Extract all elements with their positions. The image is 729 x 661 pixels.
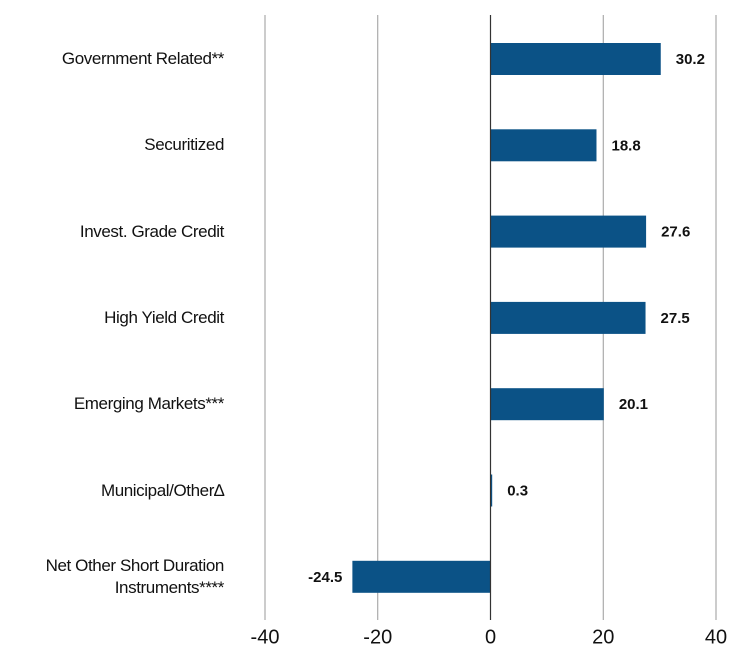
bar xyxy=(490,43,661,75)
value-label: 27.6 xyxy=(661,224,690,241)
category-label: High Yield Credit xyxy=(104,307,224,327)
bar xyxy=(490,474,493,507)
category-label: Invest. Grade Credit xyxy=(79,221,225,241)
value-label: -24.5 xyxy=(308,569,342,586)
category-label: Government Related** xyxy=(61,49,224,68)
value-label: 27.5 xyxy=(661,310,690,327)
bar xyxy=(352,560,491,593)
bar xyxy=(490,301,646,334)
bar xyxy=(490,388,604,421)
x-tick-label: 20 xyxy=(592,626,614,648)
category-label: Net Other Short Duration Instruments**** xyxy=(45,555,225,597)
x-tick-label: -40 xyxy=(251,626,280,648)
value-label: 18.8 xyxy=(611,137,640,154)
category-label: Municipal/Other∆ xyxy=(100,480,224,500)
x-tick-label: 40 xyxy=(705,626,727,648)
bar xyxy=(490,215,647,248)
x-tick-label: 0 xyxy=(485,626,496,648)
category-label: Securitized xyxy=(144,135,224,155)
x-tick-label: -20 xyxy=(363,626,392,648)
value-label: 20.1 xyxy=(619,396,648,413)
value-label: 0.3 xyxy=(507,482,528,499)
category-label: Emerging Markets*** xyxy=(73,394,225,414)
bar xyxy=(490,129,597,162)
value-label: 30.2 xyxy=(676,51,705,68)
